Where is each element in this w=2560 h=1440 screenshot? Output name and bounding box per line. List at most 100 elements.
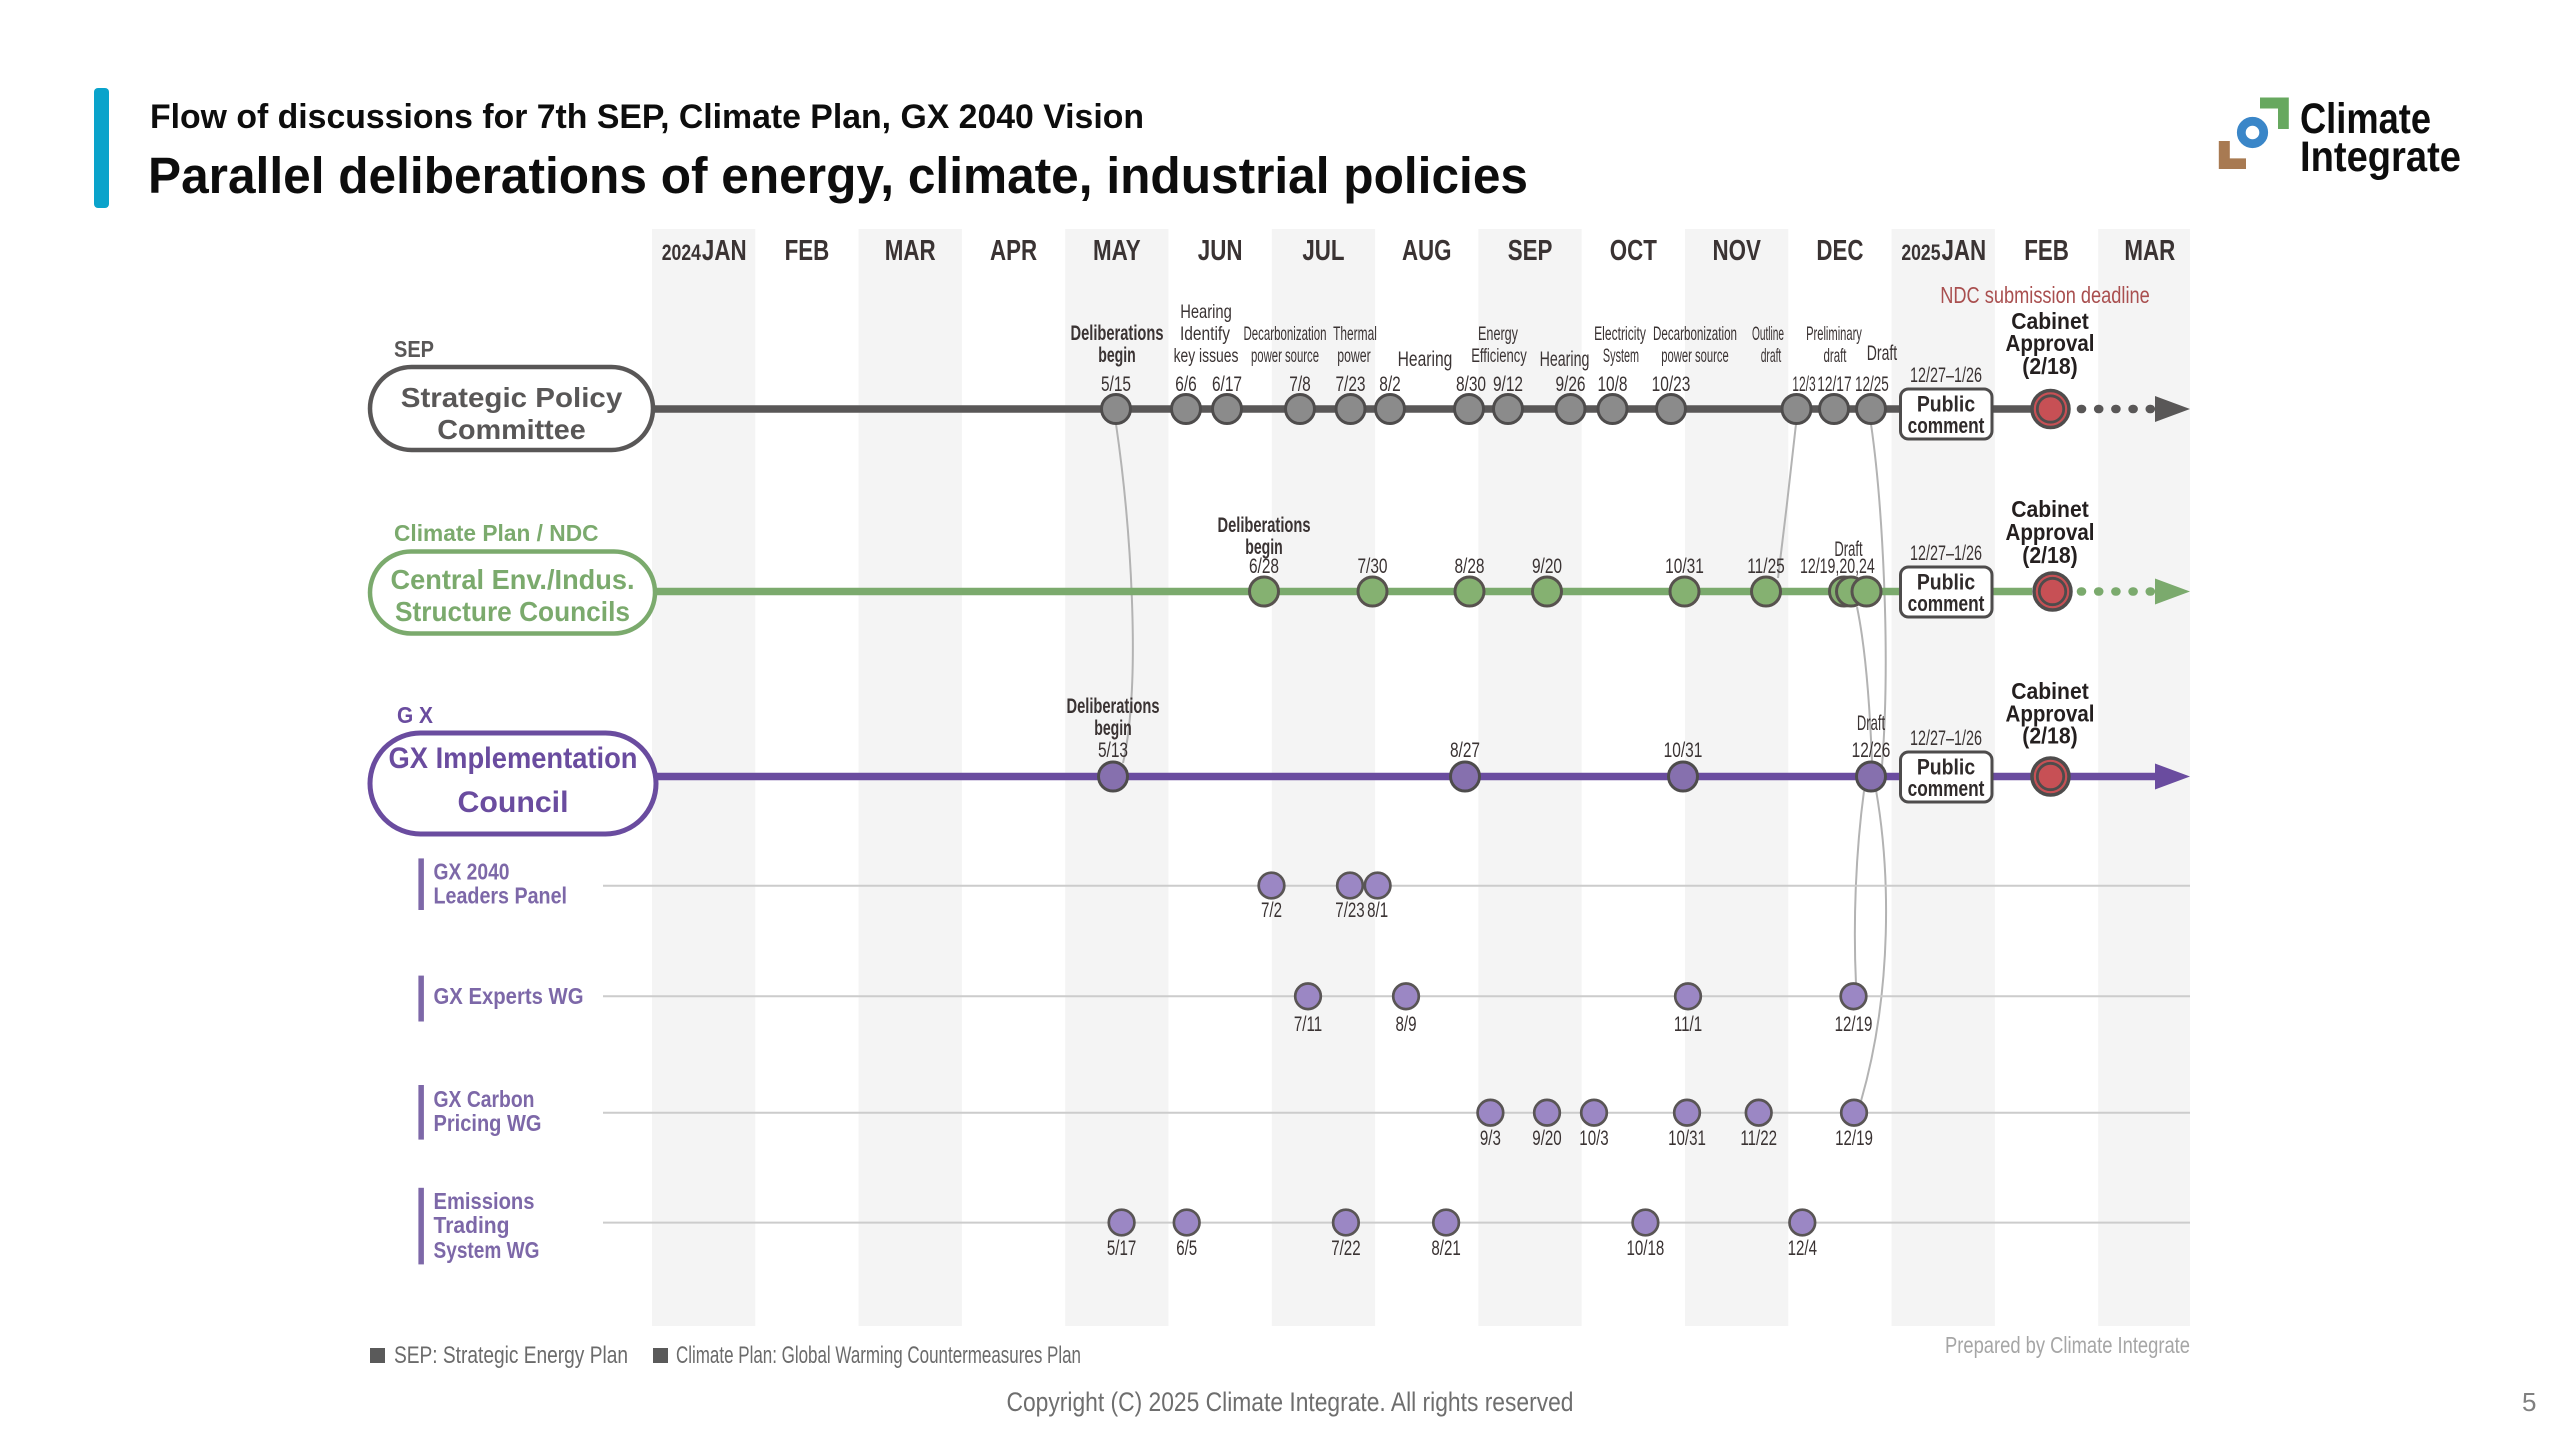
svg-text:7/30: 7/30 (1357, 554, 1387, 578)
svg-text:Identify: Identify (1180, 323, 1230, 345)
svg-text:MAR: MAR (885, 235, 936, 267)
svg-text:JUL: JUL (1302, 235, 1344, 267)
svg-text:JUN: JUN (1198, 235, 1243, 267)
svg-text:2024: 2024 (662, 240, 702, 265)
svg-text:7/11: 7/11 (1294, 1013, 1322, 1036)
svg-text:Public: Public (1917, 755, 1975, 780)
svg-text:MAY: MAY (1093, 235, 1141, 267)
svg-text:10/23: 10/23 (1652, 372, 1691, 396)
svg-text:Committee: Committee (437, 414, 585, 445)
svg-text:(2/18): (2/18) (2022, 723, 2078, 749)
svg-text:Electricity: Electricity (1594, 323, 1646, 345)
svg-text:Hearing: Hearing (1180, 301, 1232, 323)
svg-text:10/31: 10/31 (1665, 554, 1704, 578)
svg-text:(2/18): (2/18) (2022, 353, 2078, 379)
svg-text:Public: Public (1917, 570, 1975, 595)
svg-text:GX Experts WG: GX Experts WG (434, 983, 584, 1009)
svg-text:9/12: 9/12 (1493, 372, 1523, 396)
svg-text:Public: Public (1917, 392, 1975, 417)
svg-text:8/28: 8/28 (1454, 554, 1484, 578)
svg-text:Cabinet: Cabinet (2011, 678, 2089, 704)
svg-text:FEB: FEB (785, 235, 830, 267)
svg-text:10/31: 10/31 (1664, 738, 1703, 762)
svg-text:Climate Plan / NDC: Climate Plan / NDC (394, 520, 599, 546)
svg-text:6/6: 6/6 (1175, 372, 1197, 396)
svg-text:comment: comment (1908, 413, 1985, 438)
svg-text:2025: 2025 (1901, 240, 1940, 265)
svg-text:11/1: 11/1 (1674, 1013, 1702, 1036)
svg-text:Copyright (C) 2025 Climate Int: Copyright (C) 2025 Climate Integrate. Al… (1007, 1387, 1574, 1417)
svg-text:8/9: 8/9 (1396, 1013, 1417, 1036)
svg-text:Outline: Outline (1752, 323, 1784, 345)
svg-text:7/2: 7/2 (1261, 899, 1282, 922)
svg-text:NOV: NOV (1712, 235, 1761, 267)
svg-text:9/20: 9/20 (1532, 1127, 1561, 1150)
svg-text:Draft: Draft (1834, 538, 1862, 561)
svg-text:draft: draft (1824, 345, 1847, 367)
svg-text:Approval: Approval (2006, 519, 2095, 545)
svg-text:Council: Council (458, 786, 569, 819)
svg-text:5/13: 5/13 (1098, 738, 1128, 762)
svg-text:6/17: 6/17 (1212, 372, 1242, 396)
svg-text:12/25: 12/25 (1855, 372, 1889, 396)
svg-text:Pricing WG: Pricing WG (434, 1110, 542, 1136)
svg-text:12/27–1/26: 12/27–1/26 (1910, 541, 1982, 565)
svg-text:JAN: JAN (1941, 235, 1986, 267)
svg-text:NDC submission deadline: NDC submission deadline (1940, 282, 2150, 308)
svg-text:(2/18): (2/18) (2022, 542, 2078, 568)
svg-text:Emissions: Emissions (434, 1188, 535, 1214)
svg-text:System WG: System WG (434, 1237, 540, 1263)
svg-text:8/2: 8/2 (1379, 372, 1401, 396)
svg-text:10/31: 10/31 (1668, 1127, 1706, 1150)
svg-text:Preliminary: Preliminary (1806, 323, 1862, 345)
svg-text:Integrate: Integrate (2300, 133, 2461, 181)
svg-text:10/8: 10/8 (1597, 372, 1627, 396)
svg-text:key issues: key issues (1174, 345, 1239, 367)
svg-text:G X: G X (397, 702, 433, 728)
svg-text:12/27–1/26: 12/27–1/26 (1910, 726, 1982, 750)
svg-text:Decarbonization: Decarbonization (1244, 323, 1327, 345)
svg-text:begin: begin (1098, 344, 1136, 367)
svg-text:11/22: 11/22 (1740, 1127, 1777, 1150)
svg-text:7/8: 7/8 (1289, 372, 1311, 396)
svg-text:12/17: 12/17 (1817, 372, 1851, 396)
svg-text:comment: comment (1908, 591, 1985, 616)
svg-text:12/3: 12/3 (1792, 372, 1815, 396)
svg-text:12/19: 12/19 (1835, 1013, 1873, 1036)
svg-text:GX Carbon: GX Carbon (434, 1086, 535, 1112)
svg-text:begin: begin (1094, 717, 1132, 740)
svg-text:begin: begin (1245, 536, 1283, 559)
svg-text:9/26: 9/26 (1555, 372, 1585, 396)
svg-text:Hearing: Hearing (1540, 348, 1590, 371)
svg-text:5: 5 (2522, 1387, 2536, 1417)
svg-text:SEP: SEP (394, 336, 434, 362)
svg-text:APR: APR (990, 235, 1037, 267)
svg-text:GX 2040: GX 2040 (434, 858, 510, 884)
svg-text:12/27–1/26: 12/27–1/26 (1910, 363, 1982, 387)
svg-text:Deliberations: Deliberations (1067, 695, 1160, 718)
svg-text:FEB: FEB (2024, 235, 2069, 267)
svg-text:12/26: 12/26 (1852, 738, 1891, 762)
svg-text:Draft: Draft (1857, 712, 1885, 735)
svg-text:Flow of discussions for 7th SE: Flow of discussions for 7th SEP, Climate… (150, 98, 1144, 136)
svg-text:Prepared by Climate Integrate: Prepared by Climate Integrate (1945, 1332, 2190, 1358)
svg-text:6/5: 6/5 (1176, 1237, 1197, 1260)
svg-text:Central Env./Indus.: Central Env./Indus. (391, 564, 635, 595)
svg-text:8/30: 8/30 (1456, 372, 1486, 396)
svg-text:Structure Councils: Structure Councils (395, 596, 630, 627)
svg-text:7/22: 7/22 (1331, 1237, 1360, 1260)
svg-text:5/17: 5/17 (1107, 1237, 1136, 1260)
svg-text:Trading: Trading (434, 1212, 510, 1238)
svg-text:8/27: 8/27 (1450, 738, 1480, 762)
svg-text:Thermal: Thermal (1333, 323, 1377, 345)
svg-text:JAN: JAN (702, 235, 747, 267)
svg-text:9/20: 9/20 (1532, 554, 1562, 578)
svg-text:Approval: Approval (2006, 330, 2095, 356)
svg-text:7/23: 7/23 (1335, 899, 1364, 922)
svg-text:power source: power source (1251, 345, 1319, 367)
svg-text:Hearing: Hearing (1398, 348, 1453, 371)
svg-text:OCT: OCT (1610, 235, 1657, 267)
svg-text:5/15: 5/15 (1101, 372, 1131, 396)
svg-text:8/21: 8/21 (1431, 1237, 1460, 1260)
svg-text:Deliberations: Deliberations (1071, 322, 1164, 345)
